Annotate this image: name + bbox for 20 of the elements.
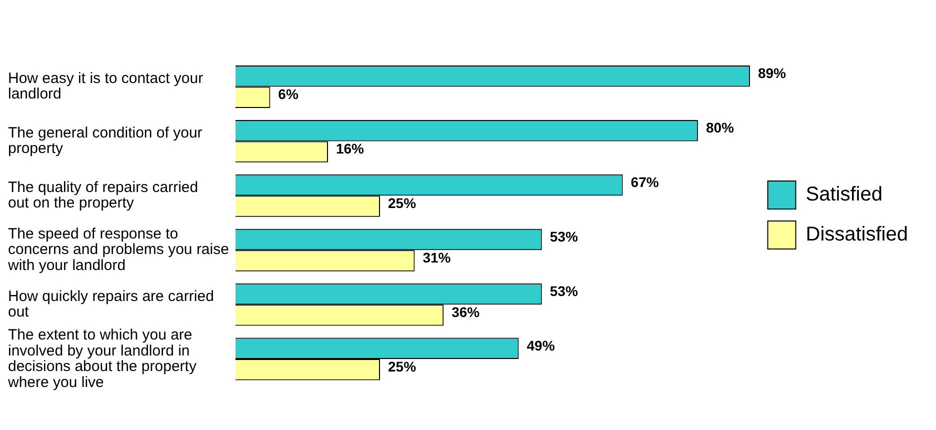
y-tick-label: How easy it is to contact your landlord: [8, 70, 204, 103]
data-label: 89%: [758, 64, 787, 81]
data-label: 49%: [526, 337, 556, 354]
data-label: 80%: [706, 119, 735, 136]
y-tick-label: The extent to which you are involved by your landlord in decisions about the property where you live: [7, 326, 197, 391]
y-tick-label: How quickly repairs are carried out: [8, 288, 214, 321]
data-label: 67%: [630, 174, 660, 190]
legend-label: Satisfied: [806, 184, 882, 206]
y-tick-label: The speed of response to concerns and problems you raise with your landlord: [7, 225, 229, 274]
data-label: 31%: [422, 250, 452, 266]
data-label: 25%: [388, 358, 417, 374]
data-label: 16%: [336, 140, 365, 157]
data-label: 6%: [278, 86, 299, 102]
data-label: 53%: [550, 282, 578, 299]
data-label: 36%: [452, 304, 480, 320]
legend-label: Dissatisfied: [806, 224, 908, 246]
data-label: 53%: [550, 228, 578, 244]
data-label: 25%: [388, 195, 417, 212]
y-tick-label: The general condition of your property: [8, 124, 202, 158]
y-tick-label: The quality of repairs carried out on the property: [8, 178, 198, 212]
